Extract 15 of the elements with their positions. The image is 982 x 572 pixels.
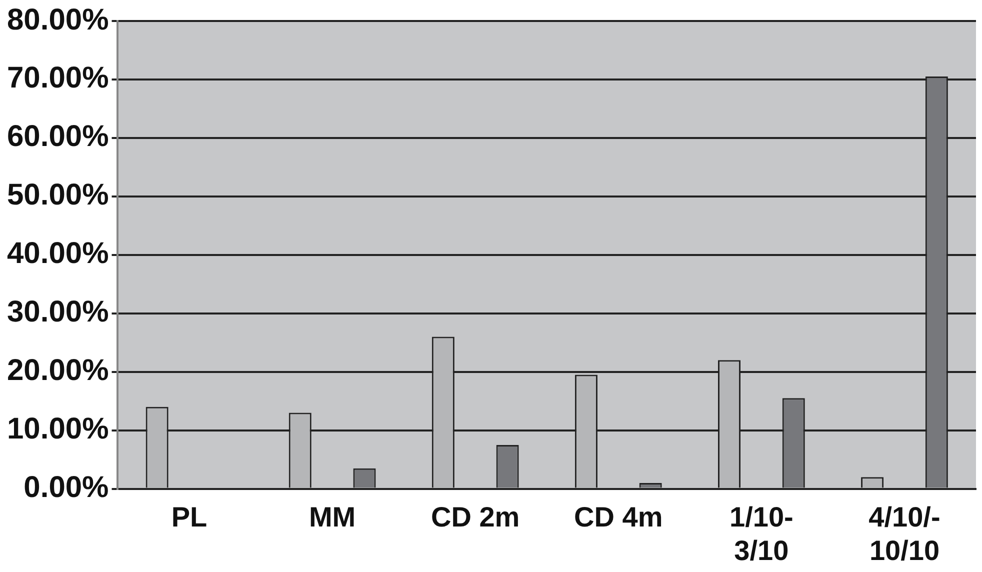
- y-tick-label: 0.00%: [24, 471, 109, 504]
- y-tick-label: 50.00%: [7, 178, 109, 212]
- y-tick-label: 40.00%: [7, 237, 109, 270]
- x-tick-label: PL: [171, 501, 208, 532]
- x-tick-label: MM: [308, 501, 356, 532]
- y-tick-label: 70.00%: [7, 62, 109, 95]
- y-tick-label: 10.00%: [7, 412, 109, 446]
- x-tick-label: 4/10/-10/10: [868, 501, 940, 566]
- x-tick-label: CD 4m: [574, 501, 663, 532]
- y-tick-label: 20.00%: [7, 354, 109, 388]
- x-tick-label: 1/10-3/10: [730, 501, 794, 566]
- y-tick-label: 60.00%: [7, 120, 109, 154]
- x-tick-label: CD 2m: [431, 501, 520, 532]
- y-tick-label: 30.00%: [7, 296, 109, 329]
- y-tick-label: 80.00%: [7, 3, 109, 36]
